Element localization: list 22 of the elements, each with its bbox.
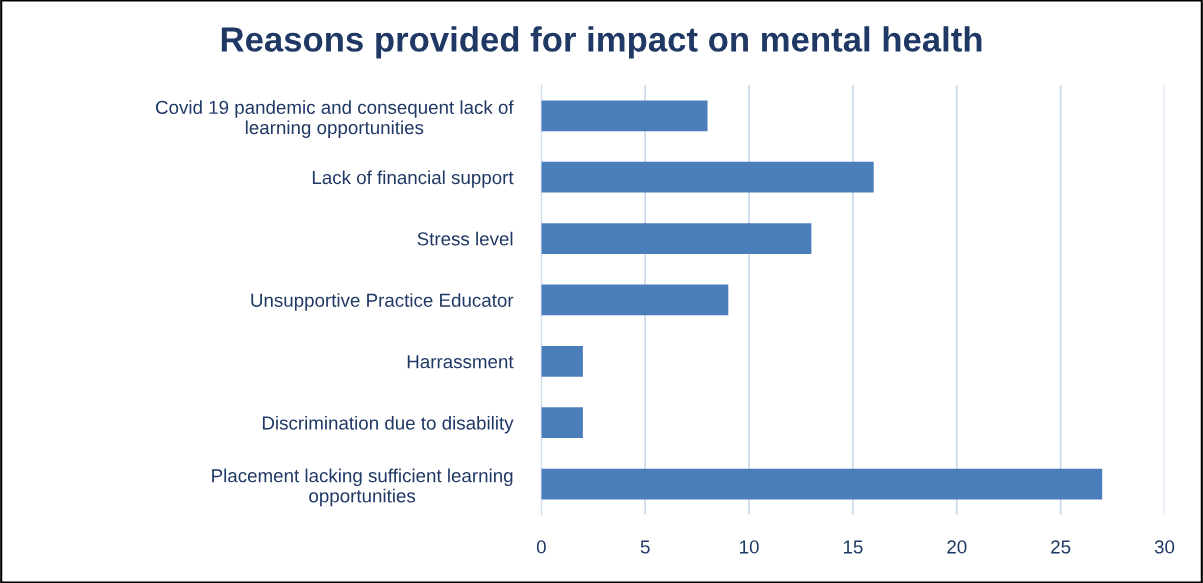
bar — [541, 345, 583, 377]
y-tick-label: Harrassment — [407, 355, 514, 369]
bar — [541, 407, 583, 439]
x-tick-label: 15 — [843, 540, 863, 554]
bar — [541, 100, 708, 132]
x-tick-label: 20 — [947, 540, 967, 554]
x-tick-label: 5 — [640, 540, 650, 554]
bar — [541, 468, 1103, 500]
y-tick-label: Discrimination due to disability — [262, 415, 514, 434]
y-tick-label: Stress level — [417, 231, 513, 246]
y-tick-label: Covid 19 pandemic and consequent lack of learning opportunities — [155, 100, 514, 138]
x-tick-label: 10 — [740, 540, 759, 554]
y-tick-label: Placement lacking sufficient learning opportunities — [212, 468, 513, 507]
bar — [541, 223, 812, 254]
chart-title: Reasons provided for impact on mental health — [221, 26, 982, 59]
y-tick-label: Lack of financial support — [312, 170, 514, 188]
y-tick-label: Unsupportive Practice Educator — [251, 293, 514, 311]
bar — [541, 284, 729, 316]
x-tick-label: 30 — [1154, 540, 1175, 554]
bar — [541, 161, 874, 193]
x-tick-label: 25 — [1051, 540, 1071, 554]
x-tick-label: 0 — [536, 540, 546, 554]
